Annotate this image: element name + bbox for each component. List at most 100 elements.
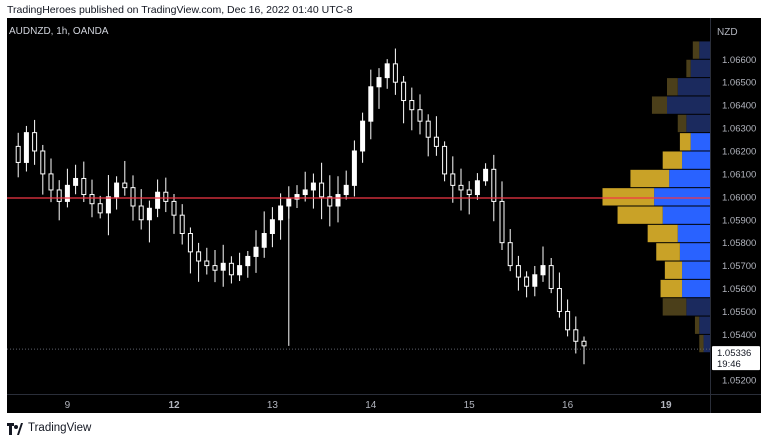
candle-body: [474, 180, 480, 196]
volume-profile-up-bar: [682, 261, 710, 279]
candle-body: [499, 200, 505, 244]
volume-profile-up-bar: [686, 298, 710, 316]
candle-body: [228, 262, 234, 276]
candle-body: [515, 265, 521, 278]
candle-body: [327, 196, 333, 207]
candle-body: [442, 145, 448, 175]
candle-body: [179, 214, 185, 235]
candle-body: [524, 276, 530, 287]
time-tick-label: 13: [267, 400, 279, 411]
candle-body: [253, 246, 259, 257]
candle-body: [81, 177, 87, 196]
price-tick-label: 1.06000: [722, 192, 756, 203]
volume-profile-down-bar: [694, 316, 700, 334]
candle-body: [302, 189, 308, 196]
volume-profile-down-bar: [699, 334, 704, 353]
candle-body: [56, 189, 62, 202]
price-tick-label: 1.05200: [722, 376, 756, 387]
volume-profile-up-bar: [654, 188, 710, 206]
candle-body: [458, 184, 464, 191]
candle-body: [48, 173, 54, 191]
volume-profile-up-bar: [677, 78, 710, 96]
candle-body: [581, 340, 587, 347]
volume-profile-up-bar: [679, 243, 710, 261]
candle-body: [450, 173, 456, 186]
time-tick-label: 15: [464, 400, 476, 411]
candle-body: [196, 251, 202, 262]
volume-profile-up-bar: [703, 334, 710, 353]
volume-profile-up-bar: [682, 279, 710, 298]
volume-profile-down-bar: [656, 243, 680, 261]
candle-body: [269, 219, 275, 235]
candle-body: [138, 205, 144, 221]
tradingview-brand: TradingView: [28, 422, 92, 434]
candle-body: [360, 120, 366, 152]
time-tick-label: 14: [365, 400, 377, 411]
candle-body: [319, 182, 325, 198]
candle-body: [401, 81, 407, 102]
candle-body: [187, 233, 193, 253]
volume-profile-down-bar: [677, 114, 687, 133]
volume-profile-down-bar: [662, 151, 683, 169]
candles: [15, 48, 587, 365]
price-tick-label: 1.06200: [722, 146, 756, 157]
volume-profile-down-bar: [660, 279, 683, 298]
candle-body: [556, 288, 562, 312]
candle-body: [286, 198, 292, 207]
volume-profile-up-bar: [677, 224, 710, 243]
price-lines: [7, 197, 710, 350]
time-tick-label: 16: [562, 400, 574, 411]
candle-body: [409, 100, 415, 111]
tradingview-logo[interactable]: TradingView: [7, 420, 91, 436]
candle-body: [122, 182, 128, 189]
price-tick-label: 1.05500: [722, 307, 756, 318]
candle-body: [483, 168, 489, 182]
candle-body: [146, 207, 152, 221]
current-price-value: 1.05336: [717, 348, 751, 359]
price-axis-unit: NZD: [717, 27, 738, 38]
volume-profile-down-bar: [651, 96, 667, 114]
volume-profile-up-bar: [690, 133, 710, 151]
candle-body: [466, 189, 472, 196]
price-tick-label: 1.05800: [722, 238, 756, 249]
price-tick-label: 1.05700: [722, 261, 756, 272]
price-tick-label: 1.06400: [722, 101, 756, 112]
candle-body: [105, 196, 111, 214]
volume-profile-up-bar: [662, 206, 710, 224]
candle-body: [384, 63, 390, 79]
candle-body: [532, 274, 538, 287]
time-tick-label: 9: [65, 400, 71, 411]
volume-profile-up-bar: [686, 114, 710, 133]
candle-body: [163, 191, 169, 202]
tradingview-logo-icon: [7, 422, 23, 435]
volume-profile: [602, 41, 710, 353]
candle-body: [237, 265, 243, 276]
candle-body: [565, 310, 571, 331]
volume-profile-up-bar: [690, 59, 710, 78]
volume-profile-down-bar: [602, 188, 655, 206]
time-tick-label: 12: [168, 400, 180, 411]
price-tick-label: 1.06100: [722, 169, 756, 180]
candle-body: [368, 86, 374, 122]
candle-body: [294, 194, 300, 200]
candle-body: [97, 203, 103, 214]
candle-body: [573, 329, 579, 342]
volume-profile-down-bar: [679, 133, 691, 151]
candle-body: [507, 242, 513, 267]
volume-profile-up-bar: [699, 41, 710, 59]
volume-profile-down-bar: [662, 298, 687, 316]
candle-body: [343, 184, 349, 196]
candle-body: [32, 132, 38, 152]
candle-body: [73, 177, 79, 186]
candle-body: [261, 233, 267, 248]
volume-profile-up-bar: [669, 169, 710, 188]
candle-body: [425, 120, 431, 138]
volume-profile-down-bar: [667, 78, 678, 96]
time-tick-label: 19: [660, 400, 672, 411]
symbol-label: AUDNZD, 1h, OANDA: [9, 26, 109, 37]
current-price-countdown: 19:46: [717, 359, 741, 370]
price-tick-label: 1.06300: [722, 124, 756, 135]
volume-profile-down-bar: [686, 59, 691, 78]
current-price-badge: [712, 346, 760, 371]
